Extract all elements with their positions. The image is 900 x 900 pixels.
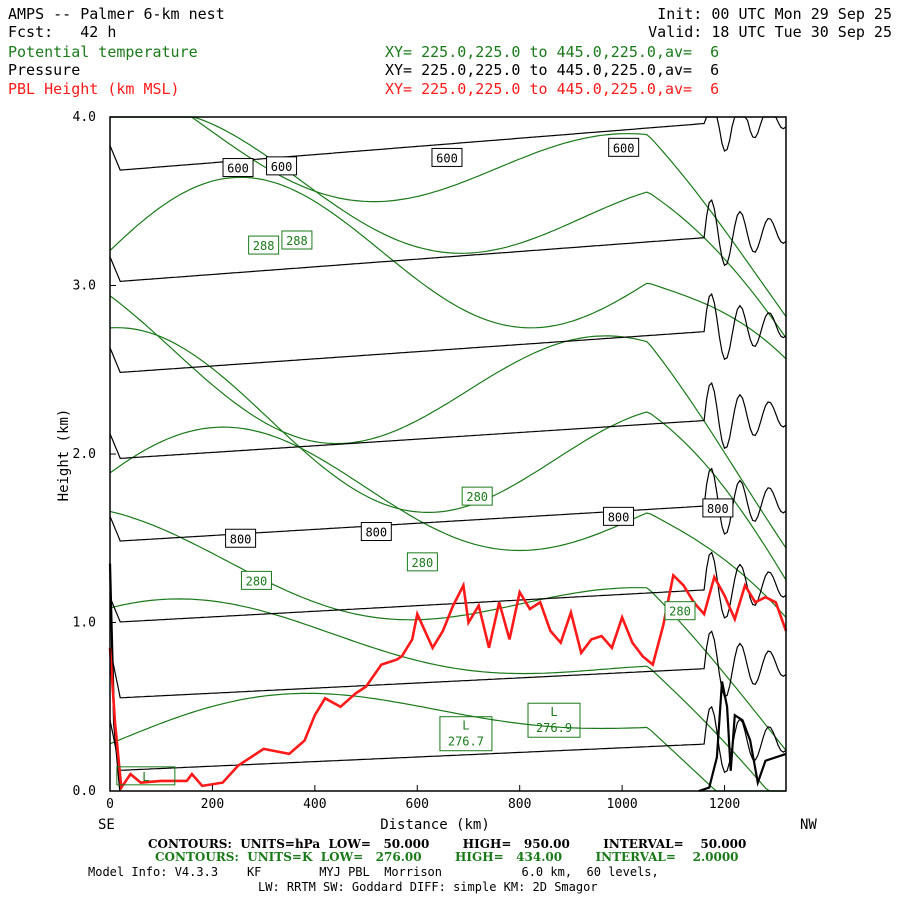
theta-contour (109, 176, 787, 360)
y-axis-label: Height (km) (56, 409, 72, 502)
theta-label-box (281, 230, 313, 250)
y-tick-label: 1.0 (73, 616, 96, 631)
theta-label-box (461, 486, 493, 506)
field-xy-pbl: XY= 225.0,225.0 to 445.0,225.0,av= 6 (385, 80, 720, 98)
theta-contour (109, 327, 787, 581)
x-axis-label: Distance (km) (380, 817, 490, 833)
y-tick-label: 0.0 (73, 784, 96, 799)
theta-label: 280 (246, 574, 268, 588)
field-xy-theta: XY= 225.0,225.0 to 445.0,225.0,av= 6 (385, 43, 720, 61)
contour-info-theta: CONTOURS: UNITS=K LOW= 276.00 HIGH= 434.… (155, 850, 739, 864)
pressure-contour (109, 467, 787, 542)
pressure-label: 600 (613, 141, 635, 155)
low-label: L (462, 719, 469, 733)
low-value: 276.9 (536, 721, 572, 735)
axes: 0 200 400 600 800 1000 1200 0.0 1.0 2.0 3.0 4.0 (73, 110, 741, 812)
theta-label: 288 (286, 234, 308, 248)
theta-label-box (664, 601, 696, 621)
pressure-label-box (360, 522, 392, 542)
nw-label: NW (800, 817, 817, 833)
pbl-height-line (108, 572, 788, 792)
model-info: Model Info: V4.3.3 KF MYJ PBL Morrison 6… (88, 865, 659, 879)
plot-frame (109, 116, 787, 792)
pressure-label-box (608, 137, 640, 157)
theta-label-box (406, 552, 438, 572)
pressure-label-box (603, 506, 635, 526)
x-tick-label: 200 (201, 797, 224, 812)
pressure-label: 600 (227, 162, 249, 176)
pressure-contour (109, 198, 787, 283)
theta-contour (109, 295, 787, 549)
theta-label: 280 (466, 490, 488, 504)
x-tick-label: 1200 (709, 797, 740, 812)
pressure-contour (109, 630, 787, 699)
y-tick-label: 3.0 (73, 279, 96, 294)
pressure-label: 800 (365, 526, 387, 540)
pressure-contour (109, 292, 787, 374)
low-label: L (142, 770, 149, 784)
pressure-label: 600 (436, 151, 458, 165)
theta-contour (110, 116, 787, 339)
field-xy-pressure: XY= 225.0,225.0 to 445.0,225.0,av= 6 (385, 61, 720, 79)
pressure-label-box (702, 498, 734, 518)
low-box (527, 702, 581, 738)
low-label: L (550, 705, 557, 719)
model-info-physics: LW: RRTM SW: Goddard DIFF: simple KM: 2D… (258, 880, 598, 894)
theta-contour (109, 510, 787, 751)
pressure-contour (109, 705, 787, 774)
pressure-label-box (222, 158, 254, 178)
contour-info-pressure: CONTOURS: UNITS=hPa LOW= 50.000 HIGH= 95… (148, 837, 747, 851)
x-tick-label: 0 (106, 797, 114, 812)
pressure-label: 800 (608, 510, 630, 524)
pressure-label-box (225, 528, 257, 548)
x-tick-label: 400 (303, 797, 326, 812)
theta-label: 280 (412, 556, 434, 570)
theta-contour (109, 692, 786, 792)
pressure-contour (109, 551, 787, 623)
theta-contours (109, 116, 787, 792)
low-box (439, 716, 493, 752)
theta-contour (109, 598, 786, 792)
x-tick-label: 600 (406, 797, 429, 812)
theta-label-box (248, 235, 280, 255)
pressure-label-box (431, 147, 463, 167)
pressure-label: 600 (271, 160, 293, 174)
se-label: SE (98, 817, 115, 833)
x-tick-label: 800 (508, 797, 531, 812)
init-time: Init: 00 UTC Mon 29 Sep 25 (657, 5, 892, 23)
low-value: 276.7 (448, 735, 484, 749)
pressure-label: 800 (707, 502, 729, 516)
contour-labels: 600 600 600 600 800 800 800 800 288 288 280 280 280 2… (116, 137, 734, 786)
field-name-pbl: PBL Height (km MSL) (8, 80, 180, 98)
valid-time: Valid: 18 UTC Tue 30 Sep 25 (648, 23, 892, 41)
theta-label-box (240, 570, 272, 590)
pressure-contour (109, 381, 787, 460)
low-box (116, 766, 176, 786)
pressure-contours (109, 116, 787, 774)
pressure-label: 800 (230, 532, 252, 546)
pbl-height (108, 572, 788, 792)
field-name-theta: Potential temperature (8, 43, 198, 61)
pressure-label-box (266, 156, 298, 176)
y-tick-label: 4.0 (73, 110, 96, 125)
theta-label: 288 (253, 239, 275, 253)
field-name-pressure: Pressure (8, 61, 81, 79)
theta-contour (109, 426, 787, 618)
y-tick-label: 2.0 (73, 447, 96, 462)
terrain-line (698, 681, 787, 793)
product-title: AMPS -- Palmer 6-km nest (8, 5, 225, 23)
theta-contour (110, 116, 787, 317)
theta-label: 280 (669, 605, 691, 619)
x-tick-label: 1000 (606, 797, 637, 812)
forecast-hour: Fcst: 42 h (8, 23, 117, 41)
terrain (108, 563, 787, 793)
